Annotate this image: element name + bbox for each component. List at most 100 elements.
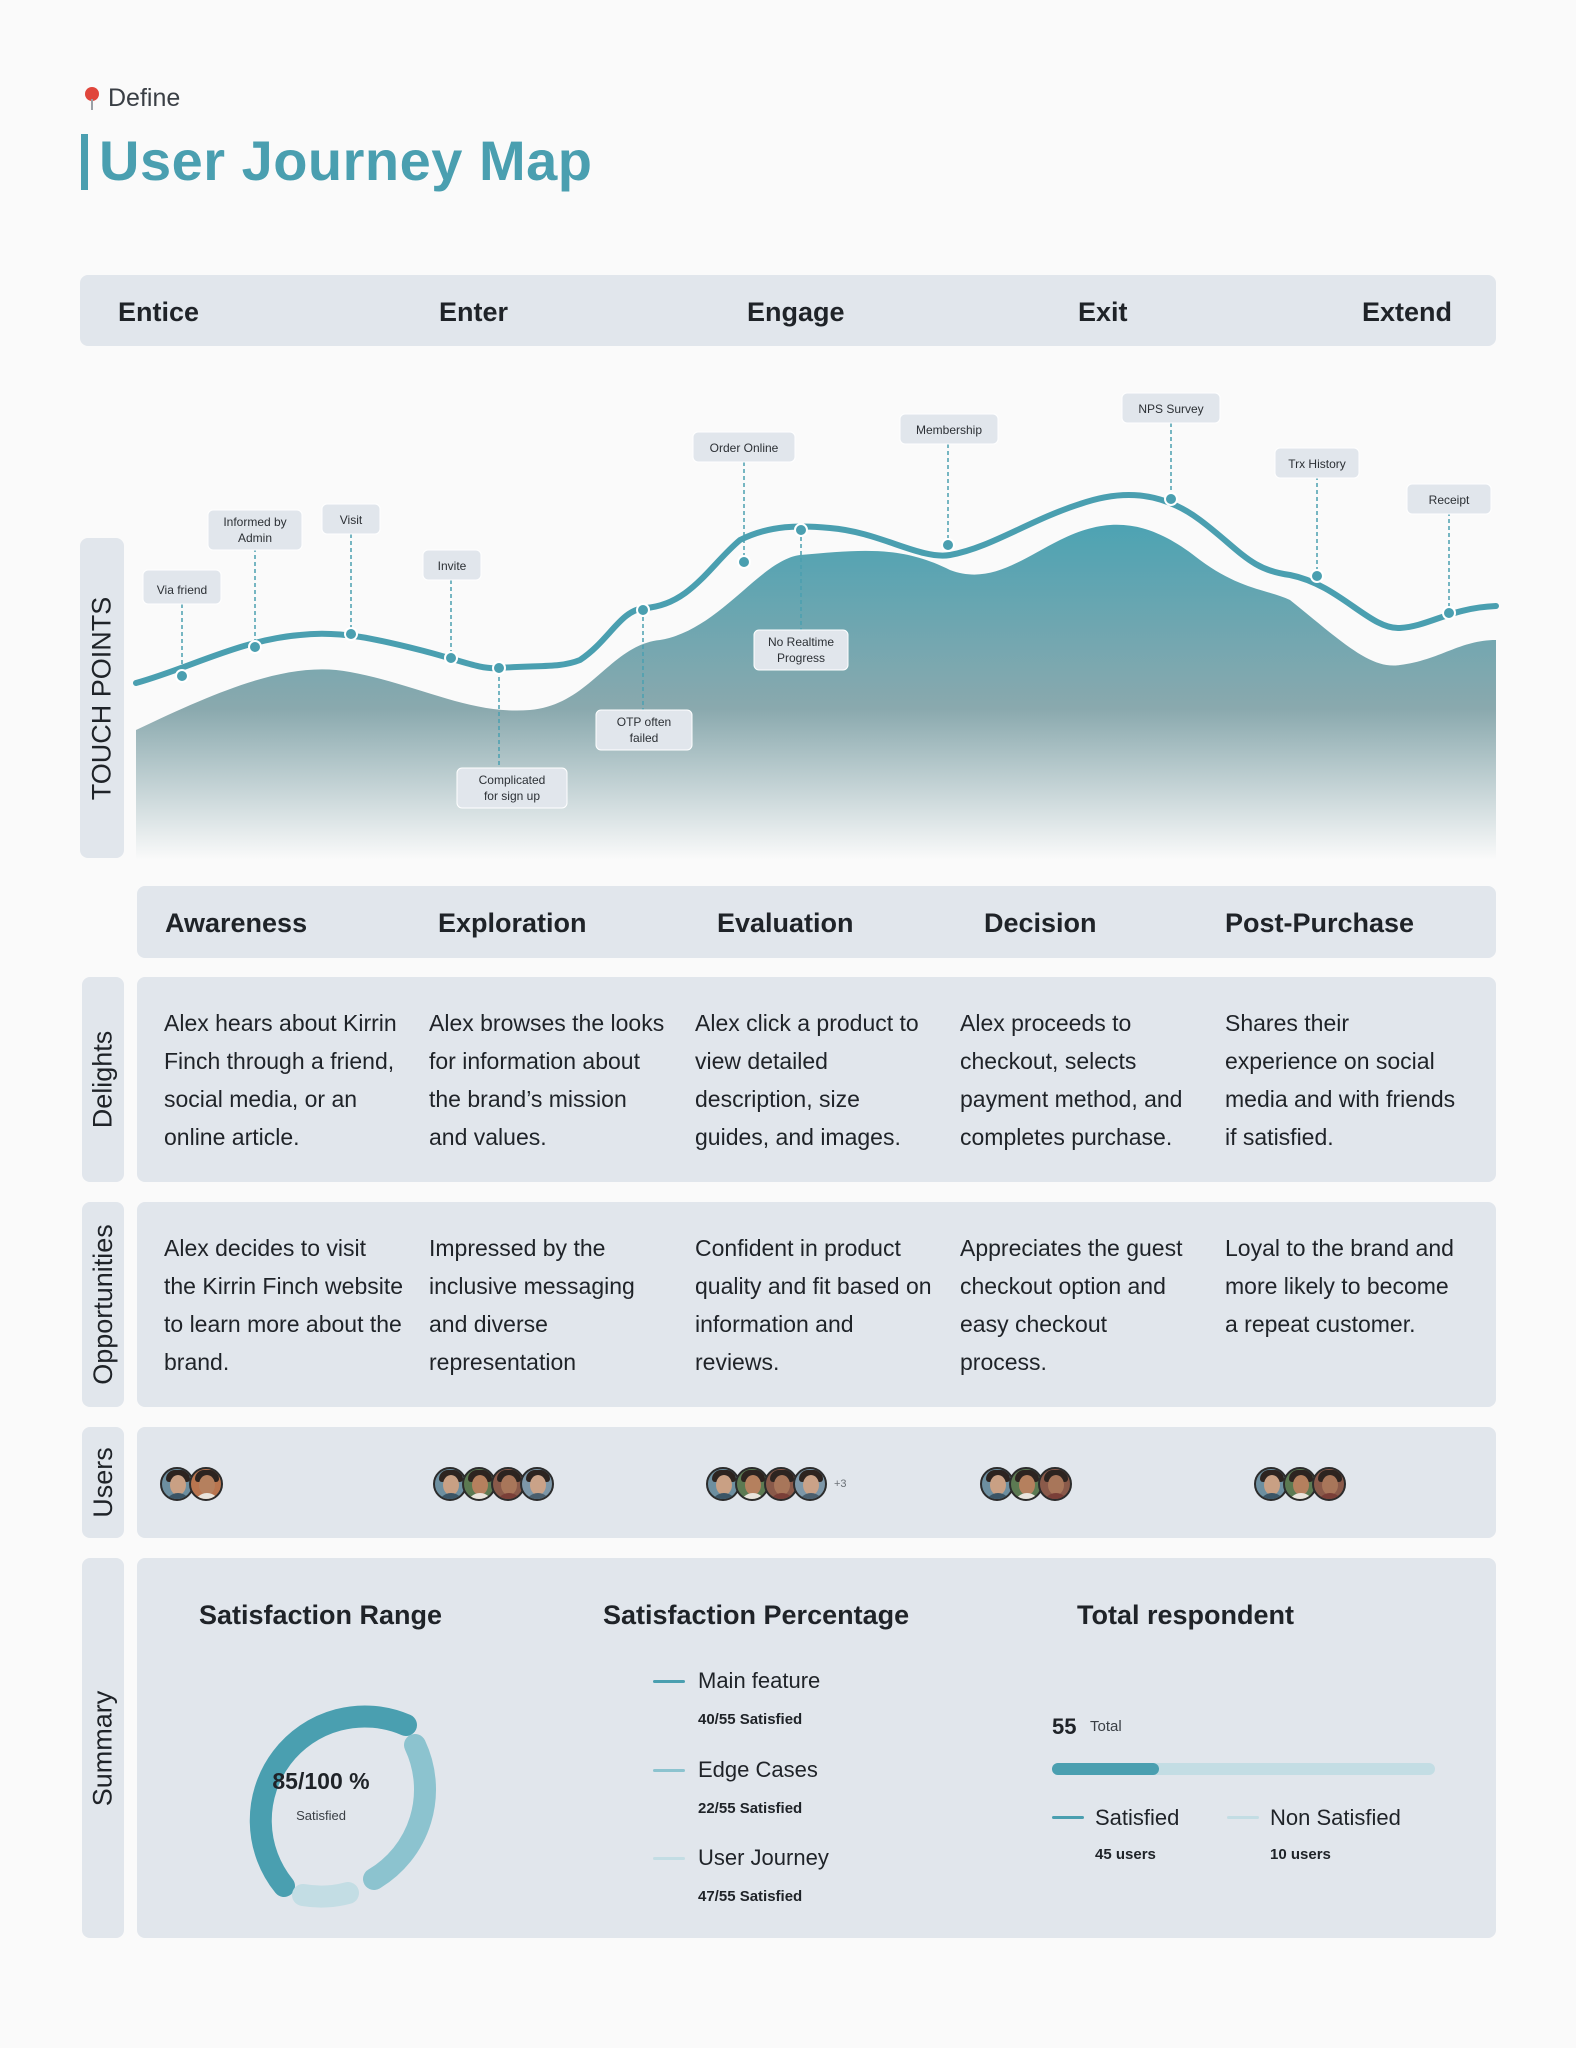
tp-trx-history: Trx History bbox=[1288, 457, 1346, 471]
avatar[interactable] bbox=[1254, 1467, 1288, 1501]
avatar-group: +3 bbox=[706, 1467, 847, 1501]
satisfaction-range-title: Satisfaction Range bbox=[199, 1600, 443, 1630]
legend-satisfied: Satisfied bbox=[1095, 1805, 1180, 1830]
tp-nps-survey: NPS Survey bbox=[1138, 402, 1203, 416]
users-side-label: Users bbox=[82, 1427, 124, 1538]
avatar[interactable] bbox=[706, 1467, 740, 1501]
stage-engage: Engage bbox=[747, 297, 845, 327]
tp-order-online: Order Online bbox=[710, 441, 779, 455]
avatar[interactable] bbox=[735, 1467, 769, 1501]
tp-informed-line1: Informed by bbox=[223, 515, 286, 529]
avatar[interactable] bbox=[160, 1467, 194, 1501]
legend-user-journey: User Journey bbox=[698, 1845, 829, 1870]
avatar[interactable] bbox=[1038, 1467, 1072, 1501]
journey-line bbox=[133, 491, 1499, 686]
stage-exit: Exit bbox=[1078, 297, 1128, 327]
tp-invite: Invite bbox=[438, 559, 467, 573]
avatar-group bbox=[433, 1467, 554, 1501]
donut-segment-main bbox=[249, 1705, 417, 1897]
satisfaction-donut bbox=[249, 1705, 436, 1908]
avatar[interactable] bbox=[793, 1467, 827, 1501]
tp-via-friend: Via friend bbox=[157, 583, 207, 597]
avatar[interactable] bbox=[1312, 1467, 1346, 1501]
tp-visit: Visit bbox=[340, 513, 363, 527]
total-respondent-title: Total respondent bbox=[1077, 1600, 1295, 1630]
title-accent-bar bbox=[81, 134, 88, 190]
delight-cell: Alex click a product to view detailed de… bbox=[695, 1010, 919, 1150]
avatar[interactable] bbox=[189, 1467, 223, 1501]
tp-membership: Membership bbox=[916, 423, 982, 437]
legend-edge-cases-detail: 22/55 Satisfied bbox=[698, 1800, 803, 1817]
total-respondent-label: Total bbox=[1090, 1718, 1122, 1735]
section-label: Define bbox=[108, 84, 181, 112]
delight-cell: Alex proceeds to checkout, selects payme… bbox=[960, 1010, 1183, 1150]
satisfaction-range-value: 85/100 % bbox=[272, 1768, 370, 1794]
opportunity-cell: Appreciates the guest checkout option an… bbox=[960, 1235, 1183, 1375]
phase-bar: Awareness Exploration Evaluation Decisio… bbox=[137, 886, 1496, 958]
satisfaction-percentage-title: Satisfaction Percentage bbox=[603, 1600, 910, 1630]
summary-side-label: Summary bbox=[82, 1558, 124, 1938]
donut-segment-secondary bbox=[363, 1734, 436, 1890]
legend-swatch-non-satisfied bbox=[1227, 1816, 1259, 1819]
legend-main-feature-detail: 40/55 Satisfied bbox=[698, 1711, 803, 1728]
tp-informed-line2: Admin bbox=[238, 531, 272, 545]
stage-bar: Entice Enter Engage Exit Extend bbox=[80, 275, 1496, 346]
tp-complicated-line2: for sign up bbox=[484, 789, 540, 803]
touchpoint-chart: Via friend Informed by Admin Visit Invit… bbox=[133, 392, 1499, 860]
donut-segment-tertiary bbox=[292, 1882, 359, 1908]
avatar[interactable] bbox=[1283, 1467, 1317, 1501]
opportunity-cell: Alex decides to visit the Kirrin Finch w… bbox=[164, 1235, 404, 1375]
opportunity-cell: Loyal to the brand and more likely to be… bbox=[1225, 1235, 1454, 1337]
stage-entice: Entice bbox=[118, 297, 200, 327]
map-pin-icon bbox=[84, 86, 100, 111]
delights-side-label: Delights bbox=[82, 977, 124, 1182]
phase-post-purchase: Post-Purchase bbox=[1225, 908, 1415, 938]
delight-cell: Alex browses the looks for information a… bbox=[429, 1010, 665, 1150]
satisfaction-range-subtext: Satisfied bbox=[296, 1808, 346, 1823]
tp-complicated-line1: Complicated bbox=[479, 773, 546, 787]
delight-cell: Shares their experience on social media … bbox=[1225, 1010, 1456, 1150]
respondent-progress-track bbox=[1052, 1763, 1435, 1775]
tp-receipt: Receipt bbox=[1429, 493, 1470, 507]
legend-swatch-main bbox=[653, 1680, 685, 1683]
legend-non-satisfied: Non Satisfied bbox=[1270, 1805, 1401, 1830]
legend-edge-cases: Edge Cases bbox=[698, 1757, 818, 1782]
avatar-group bbox=[1254, 1467, 1346, 1501]
respondent-progress-fill bbox=[1052, 1763, 1160, 1775]
legend-swatch-satisfied bbox=[1052, 1816, 1084, 1819]
opportunity-cell: Confident in product quality and fit bas… bbox=[695, 1235, 932, 1375]
summary-panel bbox=[137, 1558, 1496, 1938]
legend-main-feature: Main feature bbox=[698, 1668, 821, 1693]
phase-exploration: Exploration bbox=[438, 908, 587, 938]
avatar[interactable] bbox=[520, 1467, 554, 1501]
legend-swatch-edge bbox=[653, 1769, 685, 1772]
delights-row: Alex hears about Kirrin Finch through a … bbox=[137, 977, 1496, 1182]
tp-no-realtime-line1: No Realtime bbox=[768, 635, 834, 649]
tp-otp-line2: failed bbox=[630, 731, 659, 745]
tp-otp-line1: OTP often bbox=[617, 715, 671, 729]
more-users-badge[interactable]: +3 bbox=[834, 1478, 847, 1490]
phase-evaluation: Evaluation bbox=[717, 908, 854, 938]
legend-non-satisfied-count: 10 users bbox=[1270, 1846, 1331, 1863]
stage-enter: Enter bbox=[439, 297, 509, 327]
page-title: User Journey Map bbox=[99, 129, 593, 192]
avatar[interactable] bbox=[433, 1467, 467, 1501]
tp-no-realtime-line2: Progress bbox=[777, 651, 825, 665]
total-respondent-count: 55 bbox=[1052, 1714, 1077, 1739]
legend-swatch-journey bbox=[653, 1857, 685, 1860]
legend-satisfied-count: 45 users bbox=[1095, 1846, 1156, 1863]
legend-user-journey-detail: 47/55 Satisfied bbox=[698, 1888, 803, 1905]
delight-cell: Alex hears about Kirrin Finch through a … bbox=[164, 1010, 397, 1150]
avatar[interactable] bbox=[1009, 1467, 1043, 1501]
opportunities-row: Alex decides to visit the Kirrin Finch w… bbox=[137, 1202, 1496, 1407]
opportunity-cell: Impressed by the inclusive messaging and… bbox=[429, 1235, 635, 1375]
section-tag: Define bbox=[84, 84, 180, 113]
phase-awareness: Awareness bbox=[165, 908, 308, 938]
avatar-group bbox=[980, 1467, 1072, 1501]
touchpoints-side-label: TOUCH POINTS bbox=[80, 538, 124, 858]
avatar[interactable] bbox=[491, 1467, 525, 1501]
stage-extend: Extend bbox=[1362, 297, 1453, 327]
avatar-group bbox=[160, 1467, 223, 1501]
phase-decision: Decision bbox=[984, 908, 1097, 938]
opportunities-side-label: Opportunities bbox=[82, 1202, 124, 1407]
